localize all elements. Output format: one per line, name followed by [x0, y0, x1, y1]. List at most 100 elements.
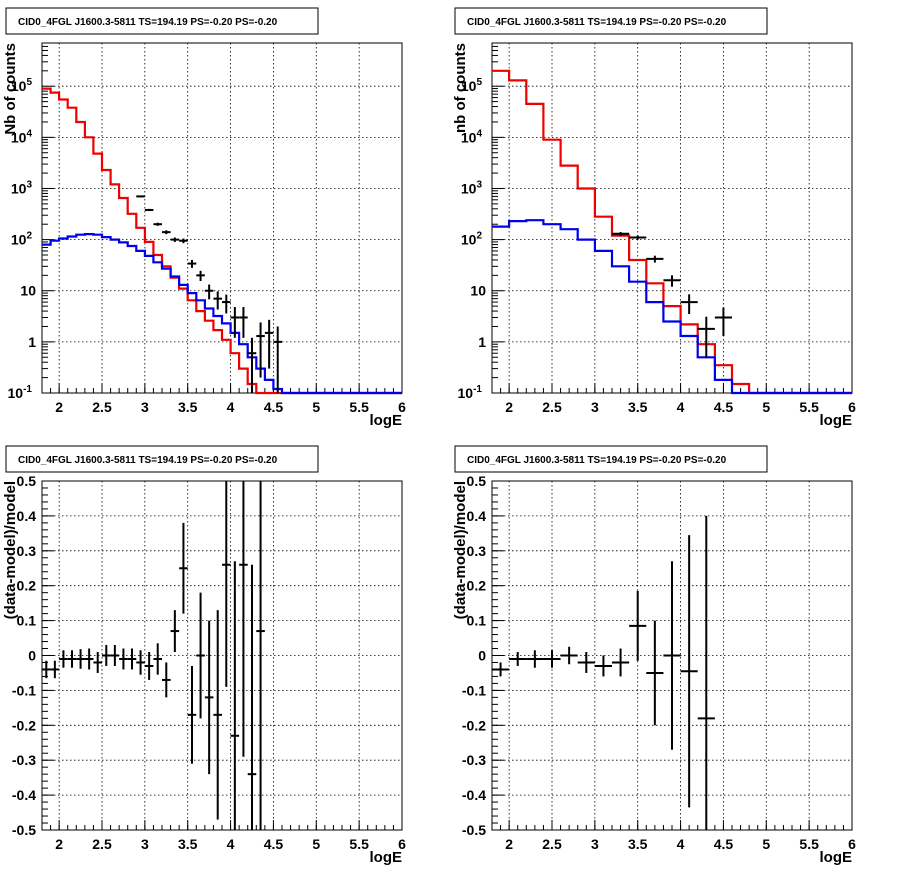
- y-tick-label: -0.5: [462, 822, 486, 838]
- x-tick-label: 2.5: [92, 399, 112, 415]
- y-tick-label: 10-1: [8, 384, 33, 401]
- x-tick-label: 5.5: [349, 836, 369, 852]
- y-axis-label: (data-model)/model: [2, 481, 19, 619]
- y-tick-label: 0.3: [17, 543, 37, 559]
- x-tick-label: 4: [677, 399, 685, 415]
- x-axis-label: logE: [370, 849, 403, 866]
- x-tick-label: 2: [55, 836, 63, 852]
- y-tick-label: 0.1: [17, 613, 37, 629]
- y-axis-label: nb of counts: [452, 43, 469, 133]
- x-tick-label: 5: [762, 399, 770, 415]
- histogram-series-2: [42, 233, 402, 395]
- x-tick-label: 4.5: [264, 836, 284, 852]
- x-tick-label: 5: [762, 836, 770, 852]
- y-tick-label: 104: [11, 128, 33, 145]
- y-axis: -0.5 -0.4 -0.3 -0.2 -0.1 0 0.1 0.2 0.3 0.4 0.5: [12, 473, 402, 838]
- x-tick-label: 4.5: [714, 836, 734, 852]
- x-tick-label: 2.5: [542, 836, 562, 852]
- x-axis: 2 2.5 3 3.5 4 4.5 5 5.5 6: [41, 481, 406, 852]
- y-tick-label: 103: [461, 179, 483, 196]
- chart-title-box: [454, 7, 768, 35]
- y-tick-label: 0.2: [467, 578, 487, 594]
- x-tick-label: 5.5: [799, 836, 819, 852]
- y-axis-label: (data-model)/model: [452, 481, 469, 619]
- y-tick-label: -0.5: [12, 822, 36, 838]
- x-tick-label: 3: [591, 836, 599, 852]
- y-tick-label: 102: [461, 231, 483, 248]
- x-tick-label: 4.5: [714, 399, 734, 415]
- x-tick-label: 4: [227, 399, 235, 415]
- x-tick-label: 2: [505, 836, 513, 852]
- x-tick-label: 3.5: [178, 836, 198, 852]
- y-tick-label: 0: [28, 648, 36, 664]
- x-tick-label: 3: [591, 399, 599, 415]
- x-axis: 2 2.5 3 3.5 4 4.5 5 5.5 6: [41, 43, 406, 415]
- histogram-series-1: [492, 69, 852, 395]
- x-tick-label: 2.5: [542, 399, 562, 415]
- y-tick-label: 0: [478, 648, 486, 664]
- y-tick-label: 0.2: [17, 578, 37, 594]
- x-tick-label: 6: [398, 836, 406, 852]
- y-tick-label: -0.3: [462, 752, 486, 768]
- x-tick-label: 6: [848, 399, 856, 415]
- x-tick-label: 3: [141, 836, 149, 852]
- y-tick-label: 0.4: [467, 508, 487, 524]
- x-tick-label: 2.5: [92, 836, 112, 852]
- x-tick-label: 6: [848, 836, 856, 852]
- y-tick-label: 105: [11, 77, 33, 94]
- y-axis: -0.5 -0.4 -0.3 -0.2 -0.1 0 0.1 0.2 0.3 0.4 0.5: [462, 473, 852, 838]
- y-tick-label: 0.1: [467, 613, 487, 629]
- x-tick-label: 2: [505, 399, 513, 415]
- x-axis-label: logE: [820, 849, 853, 866]
- y-tick-label: -0.2: [462, 717, 486, 733]
- x-tick-label: 4: [227, 836, 235, 852]
- y-tick-label: 1: [478, 334, 486, 350]
- x-tick-label: 4: [677, 836, 685, 852]
- chart-title-box: [454, 445, 768, 473]
- y-tick-label: -0.4: [12, 787, 36, 803]
- y-tick-label: -0.1: [462, 682, 486, 698]
- y-tick-label: 10: [470, 283, 486, 299]
- data-points-series-1: [42, 481, 265, 830]
- chart-title: CID0_4FGL J1600.3-5811 TS=194.19 PS=-0.2…: [18, 17, 278, 28]
- x-tick-label: 5.5: [799, 399, 819, 415]
- chart-panel-2: CID0_4FGL J1600.3-5811 TS=194.19 PS=-0.2…: [452, 7, 856, 429]
- x-tick-label: 6: [398, 399, 406, 415]
- y-tick-label: 104: [461, 128, 483, 145]
- y-tick-label: 10-1: [458, 384, 483, 401]
- y-tick-label: 0.5: [467, 473, 487, 489]
- x-tick-label: 5: [312, 399, 320, 415]
- y-axis: 10-1 1 10 102 103 104 105: [458, 42, 852, 401]
- x-tick-label: 3.5: [628, 836, 648, 852]
- x-axis-label: logE: [370, 412, 403, 429]
- x-tick-label: 5: [312, 836, 320, 852]
- chart-panel-3: CID0_4FGL J1600.3-5811 TS=194.19 PS=-0.2…: [2, 445, 406, 866]
- y-tick-label: -0.1: [12, 682, 36, 698]
- y-tick-label: -0.2: [12, 717, 36, 733]
- y-tick-label: 0.5: [17, 473, 37, 489]
- x-tick-label: 3.5: [628, 399, 648, 415]
- histogram-series-2: [492, 219, 852, 395]
- y-tick-label: 0.4: [17, 508, 37, 524]
- chart-title: CID0_4FGL J1600.3-5811 TS=194.19 PS=-0.2…: [18, 455, 278, 466]
- chart-title: CID0_4FGL J1600.3-5811 TS=194.19 PS=-0.2…: [467, 17, 727, 28]
- y-tick-label: -0.4: [462, 787, 486, 803]
- data-points-series-3: [136, 195, 282, 393]
- y-tick-label: 1: [28, 334, 36, 350]
- y-tick-label: 10: [20, 283, 36, 299]
- y-tick-label: 102: [11, 231, 33, 248]
- histogram-series-1: [42, 87, 402, 395]
- y-axis: 10-1 1 10 102 103 104 105: [8, 42, 402, 401]
- x-axis: 2 2.5 3 3.5 4 4.5 5 5.5 6: [491, 481, 856, 852]
- y-tick-label: 0.3: [467, 543, 487, 559]
- x-tick-label: 3.5: [178, 399, 198, 415]
- y-tick-label: 105: [461, 77, 483, 94]
- data-points-series-1: [492, 515, 715, 830]
- y-axis-label: Nb of counts: [2, 43, 19, 135]
- x-axis: 2 2.5 3 3.5 4 4.5 5 5.5 6: [491, 43, 856, 415]
- y-tick-label: -0.3: [12, 752, 36, 768]
- plot-frame: [491, 42, 853, 394]
- x-tick-label: 5.5: [349, 399, 369, 415]
- x-tick-label: 2: [55, 399, 63, 415]
